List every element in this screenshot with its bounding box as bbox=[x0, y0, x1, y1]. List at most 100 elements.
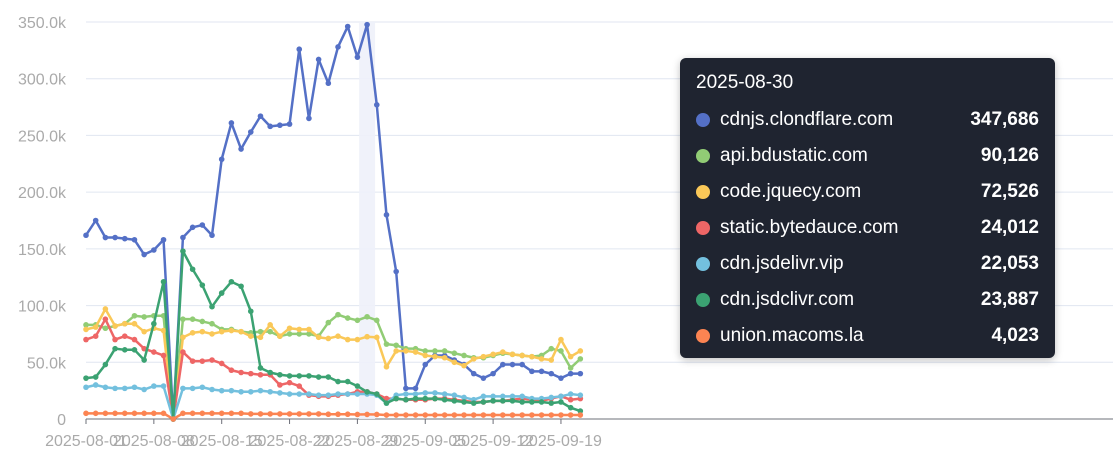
data-point[interactable] bbox=[364, 411, 370, 418]
data-point[interactable] bbox=[141, 251, 147, 258]
data-point[interactable] bbox=[325, 335, 332, 342]
data-point[interactable] bbox=[209, 386, 215, 393]
data-point[interactable] bbox=[480, 393, 487, 400]
data-point[interactable] bbox=[286, 391, 293, 397]
data-point[interactable] bbox=[364, 333, 370, 340]
data-point[interactable] bbox=[189, 224, 196, 231]
data-point[interactable] bbox=[441, 348, 448, 354]
data-point[interactable] bbox=[548, 394, 555, 401]
data-point[interactable] bbox=[228, 120, 235, 126]
data-point[interactable] bbox=[499, 412, 506, 418]
data-point[interactable] bbox=[306, 115, 312, 122]
data-point[interactable] bbox=[509, 393, 516, 400]
data-point[interactable] bbox=[286, 331, 293, 337]
data-point[interactable] bbox=[519, 352, 525, 359]
data-point[interactable] bbox=[441, 354, 448, 361]
data-point[interactable] bbox=[451, 412, 458, 418]
data-point[interactable] bbox=[470, 370, 477, 377]
data-point[interactable] bbox=[247, 129, 254, 135]
data-point[interactable] bbox=[160, 278, 167, 285]
data-point[interactable] bbox=[383, 412, 390, 418]
data-point[interactable] bbox=[335, 378, 341, 385]
data-point[interactable] bbox=[131, 312, 138, 319]
data-point[interactable] bbox=[412, 395, 419, 402]
data-point[interactable] bbox=[83, 410, 89, 417]
data-point[interactable] bbox=[151, 320, 157, 327]
data-point[interactable] bbox=[315, 374, 322, 380]
data-point[interactable] bbox=[102, 316, 109, 322]
data-point[interactable] bbox=[112, 345, 118, 352]
data-point[interactable] bbox=[257, 387, 264, 394]
series-code.jquecy.com[interactable] bbox=[83, 306, 584, 422]
data-point[interactable] bbox=[567, 353, 574, 360]
data-point[interactable] bbox=[335, 391, 341, 397]
data-point[interactable] bbox=[393, 268, 399, 275]
data-point[interactable] bbox=[189, 358, 196, 364]
data-point[interactable] bbox=[277, 371, 283, 378]
data-point[interactable] bbox=[247, 308, 254, 315]
data-point[interactable] bbox=[344, 23, 351, 30]
data-point[interactable] bbox=[364, 21, 370, 28]
data-point[interactable] bbox=[296, 46, 303, 53]
data-point[interactable] bbox=[131, 347, 138, 353]
data-point[interactable] bbox=[490, 351, 496, 358]
data-point[interactable] bbox=[277, 411, 283, 417]
data-point[interactable] bbox=[83, 375, 89, 381]
data-point[interactable] bbox=[131, 320, 138, 327]
data-point[interactable] bbox=[257, 371, 264, 378]
data-point[interactable] bbox=[432, 390, 438, 396]
data-point[interactable] bbox=[228, 387, 235, 394]
data-point[interactable] bbox=[315, 392, 322, 398]
data-point[interactable] bbox=[325, 411, 332, 418]
data-point[interactable] bbox=[393, 412, 399, 418]
data-point[interactable] bbox=[141, 328, 147, 335]
data-point[interactable] bbox=[567, 404, 574, 411]
data-point[interactable] bbox=[422, 390, 429, 396]
data-point[interactable] bbox=[432, 353, 438, 360]
data-point[interactable] bbox=[499, 393, 506, 400]
data-point[interactable] bbox=[218, 387, 225, 394]
data-point[interactable] bbox=[160, 352, 167, 359]
data-point[interactable] bbox=[238, 146, 244, 152]
data-point[interactable] bbox=[383, 400, 390, 406]
data-point[interactable] bbox=[238, 283, 244, 290]
series-line[interactable] bbox=[84, 23, 581, 421]
data-point[interactable] bbox=[228, 327, 235, 334]
data-point[interactable] bbox=[92, 410, 99, 417]
data-point[interactable] bbox=[267, 322, 273, 328]
data-point[interactable] bbox=[577, 408, 584, 414]
data-point[interactable] bbox=[509, 412, 516, 418]
data-point[interactable] bbox=[170, 416, 177, 422]
data-point[interactable] bbox=[422, 361, 429, 368]
data-point[interactable] bbox=[499, 398, 506, 404]
data-point[interactable] bbox=[538, 368, 545, 375]
data-point[interactable] bbox=[403, 396, 409, 403]
data-point[interactable] bbox=[121, 410, 128, 417]
data-point[interactable] bbox=[228, 410, 235, 417]
data-point[interactable] bbox=[335, 311, 341, 318]
data-point[interactable] bbox=[151, 247, 157, 253]
data-point[interactable] bbox=[451, 350, 458, 357]
data-point[interactable] bbox=[180, 316, 186, 322]
data-point[interactable] bbox=[548, 400, 555, 406]
data-point[interactable] bbox=[296, 411, 303, 417]
data-point[interactable] bbox=[412, 385, 419, 392]
data-point[interactable] bbox=[209, 320, 215, 327]
data-point[interactable] bbox=[189, 266, 196, 273]
data-point[interactable] bbox=[83, 384, 89, 391]
data-point[interactable] bbox=[577, 348, 584, 354]
data-point[interactable] bbox=[480, 412, 487, 418]
data-point[interactable] bbox=[519, 399, 525, 405]
data-point[interactable] bbox=[354, 317, 361, 324]
data-point[interactable] bbox=[277, 382, 283, 388]
data-point[interactable] bbox=[218, 360, 225, 367]
data-point[interactable] bbox=[141, 386, 147, 393]
data-point[interactable] bbox=[325, 319, 332, 326]
data-point[interactable] bbox=[141, 410, 147, 417]
data-point[interactable] bbox=[296, 373, 303, 379]
data-point[interactable] bbox=[160, 236, 167, 243]
data-point[interactable] bbox=[121, 235, 128, 242]
data-point[interactable] bbox=[519, 361, 525, 368]
data-point[interactable] bbox=[383, 341, 390, 347]
series-line[interactable] bbox=[86, 412, 581, 421]
